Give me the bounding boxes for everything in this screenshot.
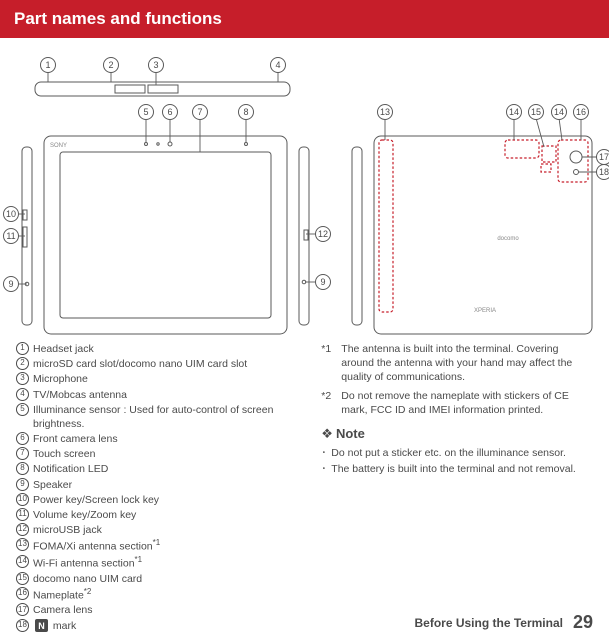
callout-number: 13: [380, 107, 390, 117]
part-label: Front camera lens: [33, 432, 118, 446]
part-label: microUSB jack: [33, 523, 102, 537]
note-heading: ❖Note: [321, 425, 593, 443]
part-item: 1 Headset jack: [16, 342, 301, 356]
part-number-icon: 13: [16, 538, 29, 551]
parts-list-column: 1 Headset jack 2 microSD card slot/docomo n…: [16, 342, 301, 634]
part-number-icon: 16: [16, 587, 29, 600]
device-diagram: .s { stroke:#5a5a5a; stroke-width:1; fil…: [0, 52, 609, 342]
part-number-icon: 7: [16, 447, 29, 460]
part-item: 14 Wi-Fi antenna section*1: [16, 555, 301, 571]
note-item: ･The battery is built into the terminal …: [321, 462, 593, 476]
part-label: microSD card slot/docomo nano UIM card s…: [33, 357, 247, 371]
part-label: Volume key/Zoom key: [33, 508, 136, 522]
part-number-icon: 4: [16, 388, 29, 401]
part-number-icon: 5: [16, 403, 29, 416]
callout-number: 3: [153, 60, 158, 70]
part-item: 12 microUSB jack: [16, 523, 301, 537]
part-label: FOMA/Xi antenna section*1: [33, 538, 160, 554]
part-number-icon: 3: [16, 372, 29, 385]
callout-number: 15: [531, 107, 541, 117]
part-number-icon: 9: [16, 478, 29, 491]
part-item: 8 Notification LED: [16, 462, 301, 476]
part-label: Nameplate*2: [33, 587, 91, 603]
callout-number: 17: [599, 152, 609, 162]
part-number-icon: 2: [16, 357, 29, 370]
callout-number: 2: [108, 60, 113, 70]
footnote: *2Do not remove the nameplate with stick…: [321, 389, 593, 417]
page-header: Part names and functions: [0, 0, 609, 38]
part-item: 15 docomo nano UIM card: [16, 572, 301, 586]
svg-text:docomo: docomo: [497, 236, 519, 242]
callout-number: 12: [318, 229, 328, 239]
callout-number: 4: [275, 60, 280, 70]
page-number: 29: [573, 612, 593, 633]
part-number-icon: 12: [16, 523, 29, 536]
part-item: 13 FOMA/Xi antenna section*1: [16, 538, 301, 554]
callout-number: 5: [143, 107, 148, 117]
part-item: 16 Nameplate*2: [16, 587, 301, 603]
part-number-icon: 15: [16, 572, 29, 585]
callout-number: 11: [6, 231, 15, 241]
part-item: 11 Volume key/Zoom key: [16, 508, 301, 522]
part-label: Illuminance sensor : Used for auto-contr…: [33, 403, 301, 431]
part-label: Touch screen: [33, 447, 95, 461]
section-title: Before Using the Terminal: [414, 616, 562, 630]
part-item: 10 Power key/Screen lock key: [16, 493, 301, 507]
nfc-mark-icon: N: [35, 619, 48, 632]
part-number-icon: 8: [16, 462, 29, 475]
callout-number: 6: [167, 107, 172, 117]
part-item: 2 microSD card slot/docomo nano UIM card …: [16, 357, 301, 371]
callout-number: 7: [197, 107, 202, 117]
part-number-icon: 14: [16, 555, 29, 568]
part-number-icon: 17: [16, 603, 29, 616]
part-number-icon: 1: [16, 342, 29, 355]
part-item: 17 Camera lens: [16, 603, 301, 617]
callout-number: 18: [599, 167, 609, 177]
part-item: 7 Touch screen: [16, 447, 301, 461]
part-label: docomo nano UIM card: [33, 572, 142, 586]
callout-number: 9: [320, 277, 325, 287]
part-item: 3 Microphone: [16, 372, 301, 386]
part-label: Microphone: [33, 372, 88, 386]
callout-number: 14: [509, 107, 519, 117]
callout-number: 14: [554, 107, 564, 117]
part-number-icon: 11: [16, 508, 29, 521]
part-item: 6 Front camera lens: [16, 432, 301, 446]
part-item: 4 TV/Mobcas antenna: [16, 388, 301, 402]
part-label: Notification LED: [33, 462, 108, 476]
callout-number: 10: [6, 209, 16, 219]
part-label: Headset jack: [33, 342, 94, 356]
svg-text:SONY: SONY: [50, 143, 67, 149]
part-label: Power key/Screen lock key: [33, 493, 159, 507]
footnote: *1The antenna is built into the terminal…: [321, 342, 593, 385]
part-label: Camera lens: [33, 603, 93, 617]
callout-number: 16: [576, 107, 586, 117]
part-label: Speaker: [33, 478, 72, 492]
callout-number: 9: [8, 279, 13, 289]
callout-number: 1: [45, 60, 50, 70]
part-number-icon: 10: [16, 493, 29, 506]
part-item: 5 Illuminance sensor : Used for auto-cont…: [16, 403, 301, 431]
part-label: Wi-Fi antenna section*1: [33, 555, 142, 571]
part-item: 18 N mark: [16, 619, 301, 633]
part-label: TV/Mobcas antenna: [33, 388, 127, 402]
part-item: 9 Speaker: [16, 478, 301, 492]
svg-text:XPERIA: XPERIA: [474, 308, 496, 314]
part-number-icon: 18: [16, 619, 29, 632]
note-item: ･Do not put a sticker etc. on the illumi…: [321, 446, 593, 460]
notes-column: *1The antenna is built into the terminal…: [321, 342, 593, 634]
part-number-icon: 6: [16, 432, 29, 445]
part-label: N mark: [33, 619, 76, 633]
callout-number: 8: [243, 107, 248, 117]
